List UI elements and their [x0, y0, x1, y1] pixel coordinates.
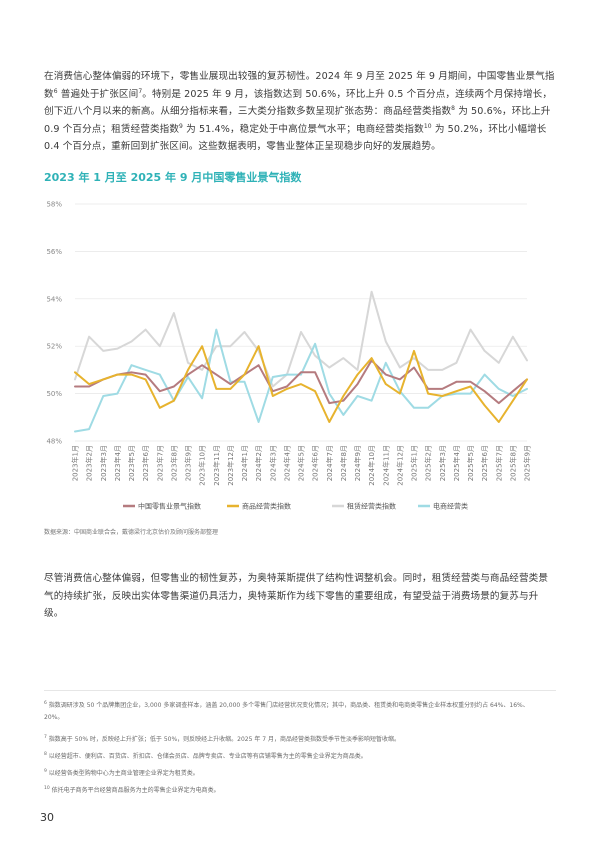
legend-label: 商品经营类指数 — [242, 502, 291, 511]
x-tick-label: 2023年6月 — [141, 445, 150, 481]
footnote-8: 8 以经营超市、便利店、百货店、折扣店、仓储会员店、品牌专卖店、专业店等有店铺零… — [44, 752, 367, 760]
x-tick-label: 2023年2月 — [85, 445, 94, 481]
x-tick-label: 2025年3月 — [438, 445, 447, 481]
footnote-ref-9[interactable]: 9 — [179, 122, 183, 130]
line-chart: 48% 50% 52% 54% 56% 58% 2023年1月 2023年2月 2023年3月 2… — [46, 201, 532, 511]
x-tick-label: 2025年6月 — [480, 445, 489, 481]
footnote-divider — [44, 690, 556, 691]
x-tick-label: 2023年7月 — [155, 445, 164, 481]
legend-label: 电商经营类 — [433, 502, 468, 511]
y-tick-label: 48% — [46, 438, 62, 446]
x-tick-label: 2024年8月 — [339, 445, 348, 481]
x-tick-label: 2023年12月 — [226, 445, 235, 486]
x-tick-label: 2024年5月 — [297, 445, 306, 481]
x-tick-label: 2024年12月 — [395, 445, 404, 486]
x-tick-label: 2023年4月 — [113, 445, 122, 481]
x-tick-label: 2024年11月 — [381, 445, 390, 486]
x-tick-label: 2025年5月 — [466, 445, 475, 481]
x-tick-label: 2023年3月 — [99, 445, 108, 481]
x-tick-label: 2025年9月 — [523, 445, 532, 481]
footnote-ref-10[interactable]: 10 — [423, 122, 432, 130]
x-tick-label: 2024年3月 — [268, 445, 277, 481]
y-tick-label: 52% — [46, 343, 62, 351]
x-tick-label: 2023年8月 — [169, 445, 178, 481]
data-source-note: 数据来源：中国商业联合会，戴德梁行北京估价及顾问服务部整理 — [44, 529, 219, 536]
footnote-6: 6 指数调研涉及 50 个品牌集团企业，3,000 多家调查样本，涵盖 20,0… — [44, 701, 529, 721]
legend-label: 租赁经营类指数 — [347, 502, 396, 511]
footnote-9: 9 以经营各类型购物中心为主商业管理企业界定为租赁类。 — [44, 769, 199, 777]
analysis-paragraph: 尽管消费信心整体偏弱，但零售业的韧性复苏，为奥特莱斯提供了结构性调整机会。同时，… — [44, 573, 549, 619]
y-tick-label: 54% — [46, 295, 62, 303]
x-tick-label: 2025年8月 — [508, 445, 517, 481]
x-tick-label: 2024年9月 — [353, 445, 362, 481]
x-tick-label: 2024年4月 — [282, 445, 291, 481]
x-tick-label: 2024年6月 — [311, 445, 320, 481]
series-line-1 — [74, 345, 528, 423]
legend-label: 中国零售业景气指数 — [138, 502, 201, 511]
page-number: 30 — [40, 811, 54, 824]
x-tick-label: 2025年7月 — [494, 445, 503, 481]
x-tick-label: 2024年2月 — [254, 445, 263, 481]
x-tick-label: 2023年10月 — [198, 445, 207, 486]
y-tick-label: 50% — [46, 390, 62, 398]
x-tick-label: 2023年5月 — [127, 445, 136, 481]
intro-paragraph: 在消费信心整体偏弱的环境下，零售业展现出较强的复苏韧性。2024 年 9 月至 … — [44, 71, 555, 152]
footnote-ref-8[interactable]: 8 — [451, 105, 456, 112]
footnote-ref-6[interactable]: 6 — [53, 87, 58, 95]
x-tick-label: 2023年1月 — [71, 445, 80, 481]
series-line-3 — [74, 328, 528, 433]
series-line-2 — [74, 290, 528, 388]
y-tick-label: 56% — [46, 248, 62, 256]
x-tick-label: 2023年9月 — [184, 445, 193, 481]
footnote-7: 7 指数高于 50% 时，反映经上升扩张；低于 50%，则反映经上升收缩。202… — [44, 735, 400, 743]
x-tick-label: 2024年7月 — [325, 445, 334, 481]
x-tick-label: 2024年10月 — [367, 445, 376, 486]
chart-title: 2023 年 1 月至 2025 年 9 月中国零售业景气指数 — [44, 171, 302, 184]
footnote-10: 10 依托电子商务平台经营商品服务为主的零售企业界定为电商类。 — [44, 786, 220, 794]
x-tick-label: 2023年11月 — [212, 445, 221, 486]
series-line-0 — [74, 359, 528, 405]
x-tick-label: 2025年4月 — [452, 445, 461, 481]
footnote-ref-7[interactable]: 7 — [138, 87, 143, 95]
x-tick-label: 2025年1月 — [410, 445, 419, 481]
y-tick-label: 58% — [46, 201, 62, 209]
x-tick-label: 2025年2月 — [424, 445, 433, 481]
x-tick-label: 2024年1月 — [240, 445, 249, 481]
